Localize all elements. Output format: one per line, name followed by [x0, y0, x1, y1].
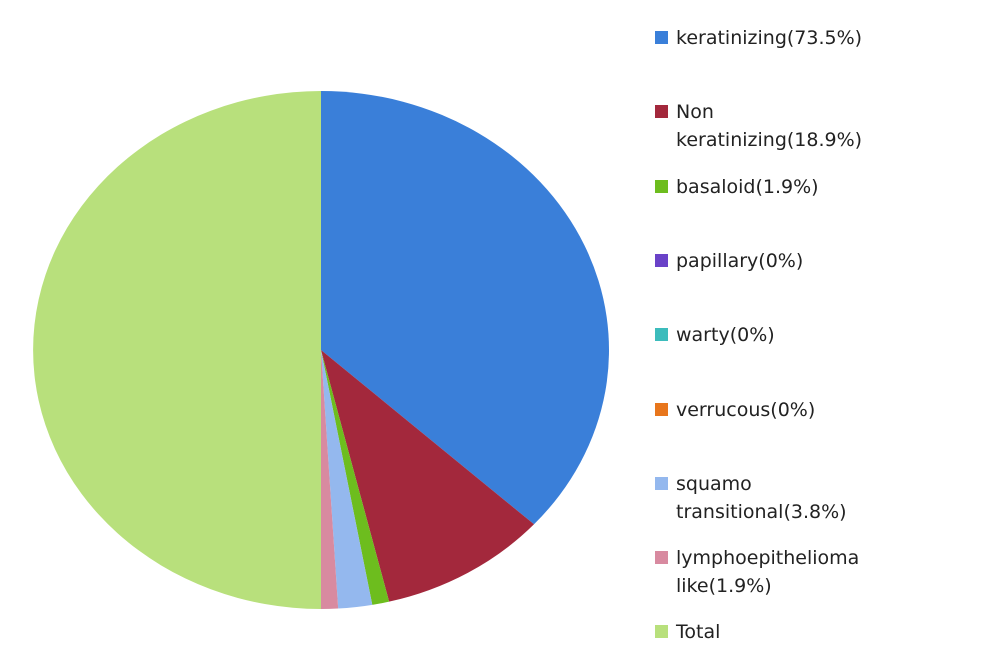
legend-swatch	[655, 476, 668, 490]
legend-swatch	[655, 105, 668, 119]
legend-item: papillary(0%)	[655, 247, 905, 275]
legend-item: Non keratinizing(18.9%)	[655, 98, 905, 154]
legend-item: warty(0%)	[655, 321, 905, 349]
legend-label: papillary(0%)	[676, 249, 804, 272]
legend-swatch	[655, 625, 668, 639]
legend-item: verrucous(0%)	[655, 396, 905, 424]
legend-label: warty(0%)	[676, 324, 775, 347]
pie-slice	[321, 91, 609, 525]
legend-label: lymphoepithelioma like(1.9%)	[676, 547, 860, 598]
legend-label: squamo transitional(3.8%)	[676, 472, 847, 523]
pie-slice	[321, 350, 535, 602]
legend-swatch	[655, 253, 668, 267]
legend-label: verrucous(0%)	[676, 398, 816, 421]
legend-item: keratinizing(73.5%)	[655, 24, 905, 52]
legend-swatch	[655, 31, 668, 44]
pie-slice	[321, 350, 339, 609]
pie-slice	[33, 91, 322, 609]
legend-label: Total	[676, 621, 721, 644]
legend-swatch	[655, 551, 668, 565]
legend-label: keratinizing(73.5%)	[676, 27, 863, 49]
legend-label: Non keratinizing(18.9%)	[676, 101, 863, 152]
legend-swatch	[655, 179, 668, 193]
legend-item: lymphoepithelioma like(1.9%)	[655, 544, 895, 600]
pie-slice	[321, 350, 373, 609]
legend-item: basaloid(1.9%)	[655, 173, 905, 201]
pie-slice	[321, 350, 390, 605]
legend-swatch	[655, 328, 668, 342]
legend-item: squamo transitional(3.8%)	[655, 470, 905, 526]
legend-item: Total	[655, 618, 905, 646]
legend-swatch	[655, 402, 668, 416]
legend-label: basaloid(1.9%)	[676, 175, 819, 198]
